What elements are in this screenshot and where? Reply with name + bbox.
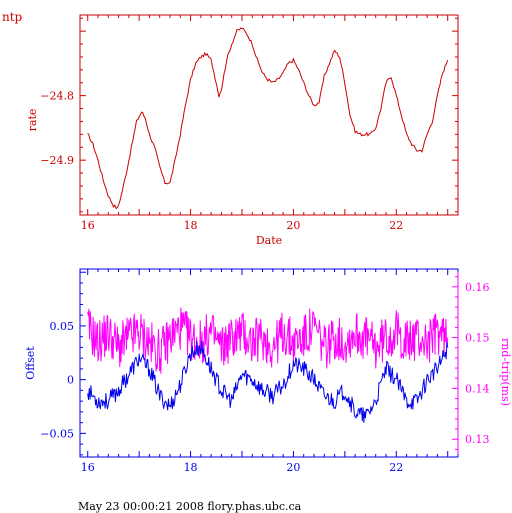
rate-series-line xyxy=(87,27,449,210)
rate-y-axis-label: rate xyxy=(26,109,39,132)
rate-y-tick-label: −24.9 xyxy=(40,154,74,167)
offset-x-tick-label: 22 xyxy=(389,461,403,474)
rate-series xyxy=(87,27,449,210)
offset-series-line xyxy=(87,340,449,423)
offset-y-tick-label: −0.05 xyxy=(40,427,74,440)
offset-series xyxy=(87,307,449,423)
offset-y-tick-label: 0.05 xyxy=(50,320,75,333)
offset-x-tick-label: 16 xyxy=(81,461,95,474)
offset-tick-labels: 16 18 20 22 0.05 0 −0.05 0.16 0.15 0.14 0.13 xyxy=(40,281,489,474)
offset-axis-ticks xyxy=(80,269,459,457)
rate-x-tick-label: 20 xyxy=(286,219,300,232)
rate-x-tick-label: 18 xyxy=(184,219,198,232)
rndtrip-y-tick-label: 0.16 xyxy=(465,281,490,294)
offset-x-tick-label: 20 xyxy=(286,461,300,474)
rate-tick-labels: 16 18 20 22 −24.8 −24.9 xyxy=(40,90,403,232)
rndtrip-y-tick-label: 0.13 xyxy=(465,433,490,446)
rate-plot-frame xyxy=(79,14,459,216)
rate-y-tick-label: −24.8 xyxy=(40,90,74,103)
rate-chart: ntp 16 18 20 22 −24.8 −24.9 Date rate xyxy=(2,10,459,247)
offset-chart: 16 18 20 22 0.05 0 −0.05 0.16 0.15 0.14 0.13 Offse… xyxy=(24,268,512,474)
footer-timestamp: May 23 00:00:21 2008 flory.phas.ubc.ca xyxy=(78,500,302,513)
rate-x-axis-label: Date xyxy=(256,234,282,247)
offset-x-tick-label: 18 xyxy=(184,461,198,474)
rndtrip-series-line xyxy=(87,307,449,374)
rate-axis-ticks xyxy=(80,15,459,215)
rndtrip-y-axis-label: rnd-trip(ms) xyxy=(499,338,512,406)
offset-y-axis-label: Offset xyxy=(24,346,37,380)
rndtrip-y-tick-label: 0.14 xyxy=(465,382,490,395)
rate-x-tick-label: 16 xyxy=(81,219,95,232)
corner-label: ntp xyxy=(2,10,23,24)
offset-y-tick-label: 0 xyxy=(67,374,74,387)
rate-x-tick-label: 22 xyxy=(389,219,403,232)
rndtrip-y-tick-label: 0.15 xyxy=(465,332,490,345)
